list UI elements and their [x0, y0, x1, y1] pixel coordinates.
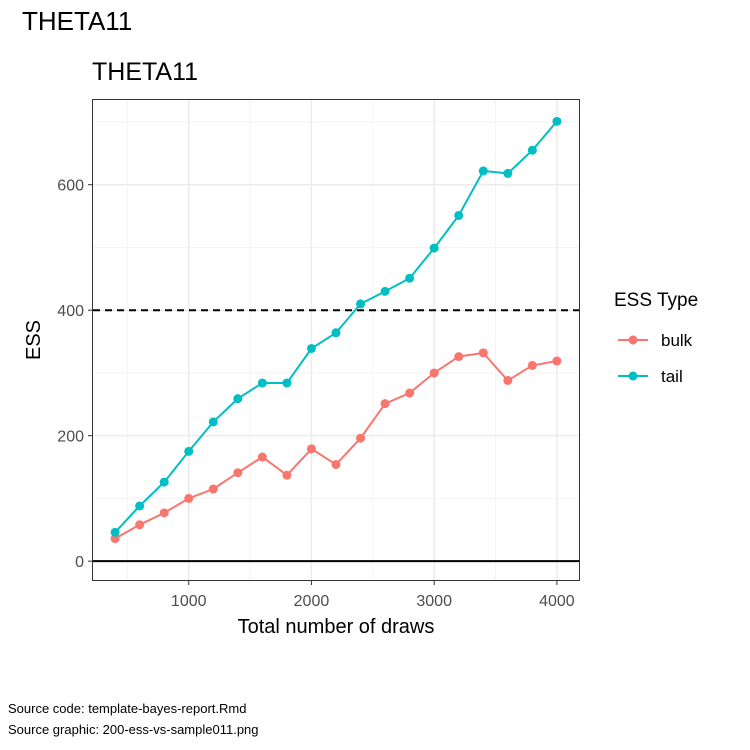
- series-line-tail: [114, 120, 558, 533]
- chart-title: THETA11: [92, 58, 198, 86]
- data-point-tail: [208, 417, 218, 427]
- x-tick-label: 3000: [416, 593, 452, 610]
- data-point-bulk: [233, 468, 243, 478]
- reference-lines: [93, 309, 579, 563]
- data-point-bulk: [110, 534, 120, 544]
- series-line-bulk: [114, 351, 558, 540]
- data-point-bulk: [159, 508, 169, 518]
- data-point-bulk: [552, 356, 562, 366]
- data-point-bulk: [405, 388, 415, 398]
- data-point-tail: [135, 501, 145, 511]
- data-point-tail: [306, 343, 316, 353]
- y-axis: 0 200 400 600: [57, 178, 93, 571]
- data-point-tail: [331, 328, 341, 338]
- data-point-bulk: [429, 368, 439, 378]
- x-axis: 1000 2000 3000 4000: [171, 580, 575, 610]
- data-point-bulk: [454, 352, 464, 362]
- data-point-tail: [233, 394, 243, 404]
- minor-gridlines: [93, 100, 579, 580]
- data-point-tail: [257, 378, 267, 388]
- legend-label-tail: tail: [661, 367, 683, 386]
- data-point-bulk: [503, 375, 513, 385]
- source-code-note: Source code: template-bayes-report.Rmd: [8, 701, 247, 716]
- legend-title: ESS Type: [614, 290, 698, 311]
- data-point-bulk: [257, 452, 267, 462]
- data-point-tail: [110, 527, 120, 537]
- legend-key-point-bulk: [628, 335, 638, 345]
- data-point-bulk: [478, 348, 488, 358]
- y-tick-label: 0: [75, 554, 84, 571]
- x-tick-label: 4000: [539, 593, 575, 610]
- legend-label-bulk: bulk: [661, 331, 693, 350]
- data-point-tail: [356, 299, 366, 309]
- data-point-tail: [454, 210, 464, 220]
- y-tick-label: 600: [57, 178, 84, 195]
- data-point-tail: [429, 243, 439, 253]
- page-title: THETA11: [22, 6, 133, 36]
- data-point-tail: [527, 145, 537, 155]
- data-point-tail: [282, 378, 292, 388]
- data-point-tail: [552, 116, 562, 126]
- x-axis-label: Total number of draws: [238, 616, 435, 638]
- series-layer: [110, 116, 562, 544]
- data-point-tail: [380, 286, 390, 296]
- data-point-bulk: [184, 493, 194, 503]
- y-axis-label: ESS: [23, 320, 45, 360]
- data-point-bulk: [306, 444, 316, 454]
- legend-key-point-tail: [628, 371, 638, 381]
- source-graphic-note: Source graphic: 200-ess-vs-sample011.png: [8, 722, 259, 737]
- y-tick-label: 400: [57, 303, 84, 320]
- data-point-tail: [503, 168, 513, 178]
- data-point-bulk: [356, 433, 366, 443]
- x-tick-label: 1000: [171, 593, 207, 610]
- legend: ESS Type bulk tail: [614, 290, 698, 386]
- y-tick-label: 200: [57, 429, 84, 446]
- data-point-bulk: [527, 360, 537, 370]
- data-point-bulk: [208, 484, 218, 494]
- data-point-tail: [184, 446, 194, 456]
- panel-border: [92, 99, 580, 581]
- data-point-bulk: [380, 399, 390, 409]
- data-point-bulk: [135, 520, 145, 530]
- data-point-tail: [159, 477, 169, 487]
- data-point-bulk: [282, 470, 292, 480]
- x-tick-label: 2000: [294, 593, 330, 610]
- data-point-tail: [405, 273, 415, 283]
- data-point-tail: [478, 166, 488, 176]
- data-point-bulk: [331, 460, 341, 470]
